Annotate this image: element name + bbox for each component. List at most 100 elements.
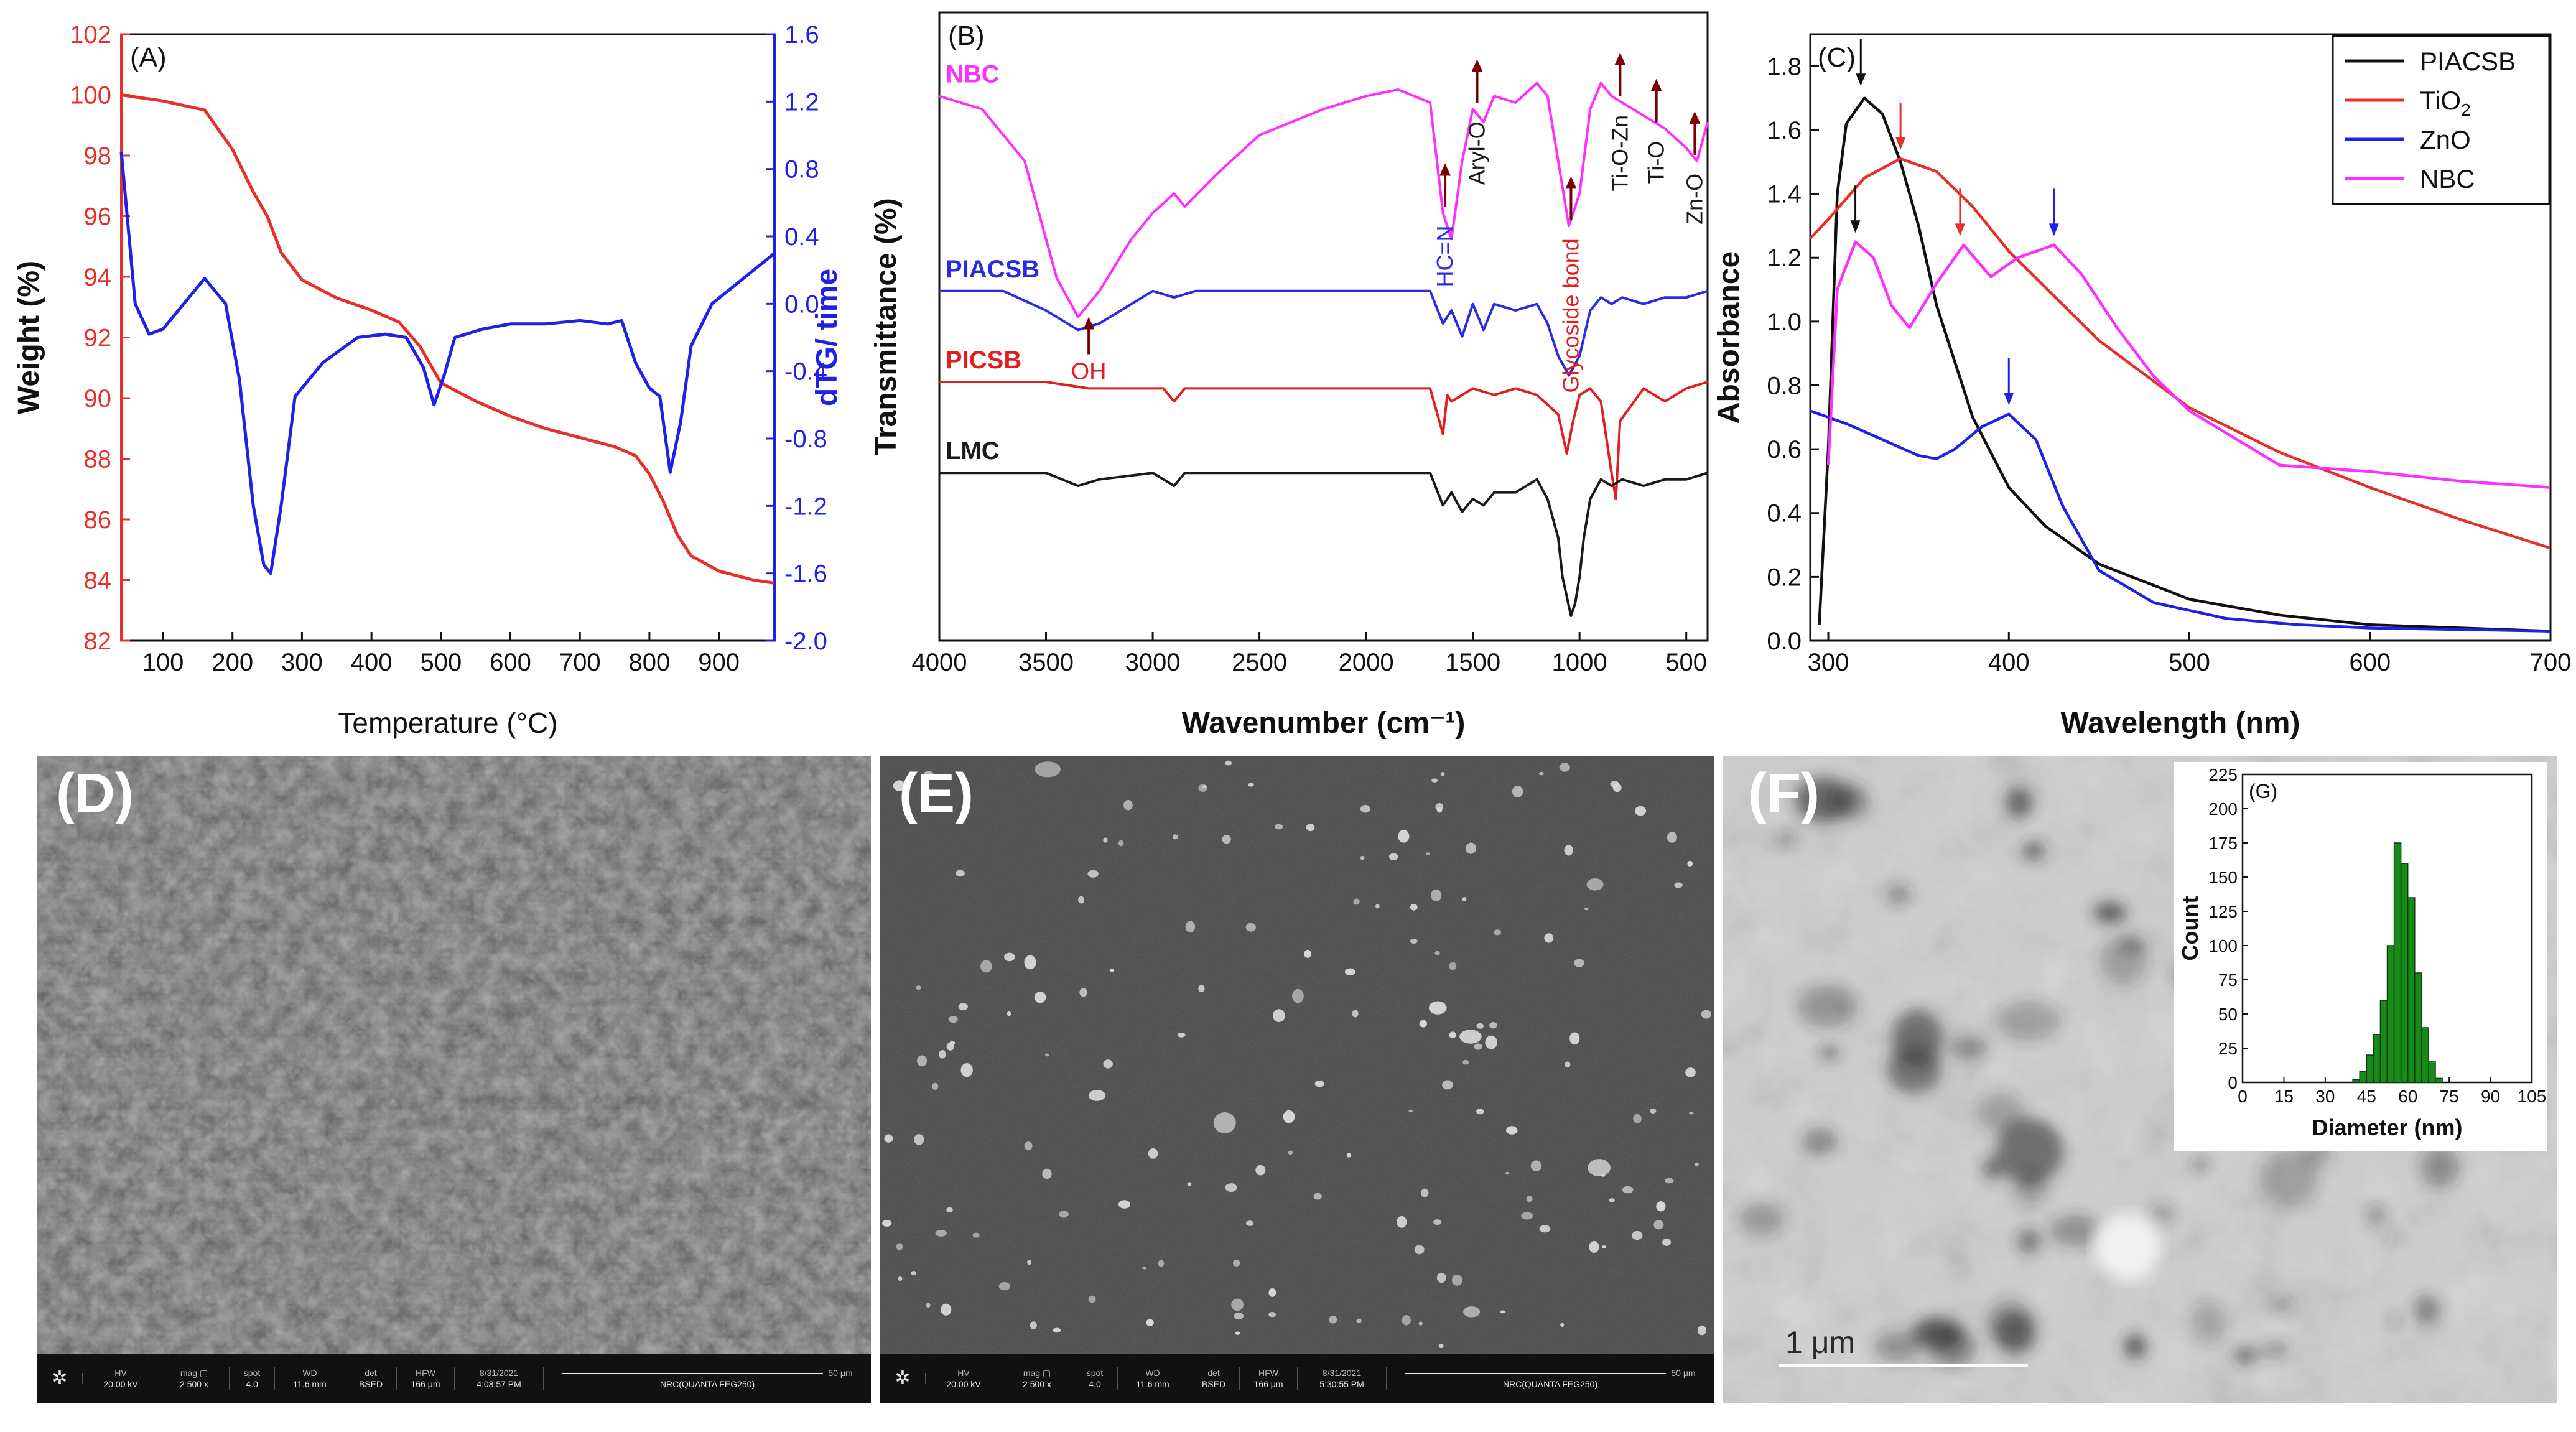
- aggregate: [1828, 784, 1870, 819]
- particle: [1428, 1001, 1447, 1015]
- sem-logo-icon: ✲: [37, 1369, 83, 1388]
- particle: [1268, 1312, 1276, 1318]
- scale-cell: 50 μm NRC(QUANTA FEG250): [1387, 1367, 1714, 1390]
- det-cell: det BSED: [345, 1367, 397, 1390]
- series-label-piacsb: PIACSB: [946, 256, 1039, 283]
- sem-texture-e: [880, 756, 1714, 1354]
- y2-tick-label: 1.2: [784, 88, 819, 116]
- particle: [1418, 1321, 1423, 1326]
- plot-frame: [938, 11, 1709, 642]
- particle: [1059, 1211, 1069, 1218]
- particle: [1463, 1306, 1481, 1318]
- panel-label-g: (G): [2249, 780, 2277, 802]
- particle: [1462, 897, 1467, 901]
- particle: [898, 1276, 903, 1281]
- sem-texture-d: [37, 756, 871, 1354]
- histogram-bar: [2393, 842, 2402, 1083]
- mag-cell: mag ▢ 2 500 x: [1002, 1367, 1072, 1390]
- panel-label-f: (F): [1748, 763, 1820, 825]
- particle: [1494, 929, 1502, 936]
- plot-frame: [120, 33, 776, 642]
- y-tick-label: 96: [84, 203, 112, 231]
- particle: [1622, 1186, 1634, 1194]
- y-axis-label: Transmittance (%): [870, 198, 903, 455]
- mag-cell: mag ▢ 2 500 x: [159, 1367, 230, 1390]
- aggregate: [1977, 1092, 2025, 1134]
- x-tick-label: 400: [351, 649, 393, 676]
- x-tick-label: 60: [2398, 1087, 2417, 1106]
- dtg-curve: [119, 152, 776, 575]
- particle: [1530, 1160, 1542, 1171]
- y-tick-label: 100: [2208, 936, 2238, 955]
- particle: [1694, 1162, 1699, 1166]
- particle: [1123, 799, 1133, 811]
- particle: [1007, 1011, 1011, 1016]
- aggregate: [1874, 1331, 1919, 1362]
- plot-frame: [1809, 33, 2552, 642]
- y-tick-label: 100: [70, 82, 111, 109]
- particle: [1414, 1245, 1425, 1255]
- spectrum-lmc: [939, 472, 1708, 617]
- x-axis-label: Temperature (°C): [338, 707, 557, 739]
- y-tick-label: 82: [84, 628, 112, 655]
- y2-axis-label: dTG/ time: [811, 269, 844, 406]
- particle: [1588, 1159, 1611, 1177]
- inset-background: [2174, 762, 2547, 1151]
- y-tick-label: 1.4: [1767, 181, 1802, 208]
- aggregate: [2099, 936, 2146, 987]
- particle: [1438, 1344, 1444, 1349]
- particle: [1521, 1212, 1533, 1220]
- particle: [1489, 1022, 1497, 1029]
- particle: [1172, 834, 1178, 840]
- histogram-bar: [2366, 1054, 2374, 1083]
- particle: [1505, 1172, 1510, 1175]
- y-tick-label: 84: [84, 567, 112, 595]
- particle: [1245, 923, 1256, 932]
- particle: [1564, 845, 1573, 856]
- aggregate: [1820, 1047, 1840, 1058]
- x-tick-label: 2000: [1339, 649, 1394, 676]
- y2-tick-label: -0.4: [784, 358, 827, 386]
- legend-label: ZnO: [2420, 125, 2471, 154]
- y-tick-label: 90: [84, 385, 112, 412]
- y-tick-label: 1.2: [1767, 244, 1802, 272]
- aggregate: [2259, 1150, 2318, 1207]
- particle: [932, 1082, 939, 1090]
- particle: [1544, 933, 1554, 943]
- particle: [1103, 1059, 1113, 1069]
- aggregate: [2006, 786, 2033, 819]
- particle: [1538, 771, 1544, 776]
- hv-cell: HV 20.00 kV: [926, 1367, 1002, 1390]
- particle: [1449, 962, 1457, 970]
- particle: [1185, 921, 1196, 933]
- aggregate: [2023, 842, 2044, 860]
- y2-tick-label: -0.8: [784, 425, 827, 453]
- tem-image-f: 1 μm (F): [1723, 756, 2557, 1403]
- particles-e: [882, 760, 1711, 1349]
- particle: [1436, 1272, 1446, 1283]
- particle: [1451, 1275, 1462, 1286]
- aggregate: [1983, 1158, 2002, 1179]
- particle: [1202, 784, 1207, 789]
- sem-image-d: (D) ✲ HV 20.00 kV mag ▢ 2 500 x spot 4.0 WD…: [37, 756, 871, 1403]
- scale-label: 50 μm: [1671, 1368, 1696, 1378]
- x-tick-label: 600: [2349, 649, 2391, 676]
- particle: [1633, 1114, 1642, 1123]
- x-tick-label: 300: [281, 649, 323, 676]
- x-tick-label: 3500: [1018, 649, 1074, 676]
- particle: [1601, 1245, 1607, 1248]
- particle: [1231, 1298, 1244, 1311]
- instrument-label: NRC(QUANTA FEG250): [1502, 1379, 1598, 1389]
- particle: [1685, 1067, 1696, 1077]
- y-tick-label: 0.4: [1767, 500, 1802, 528]
- uvvis-nbc: [1826, 240, 2551, 489]
- peak-arrowhead: [1955, 223, 1965, 236]
- particle: [1512, 785, 1523, 798]
- y-tick-label: 0: [2228, 1073, 2238, 1092]
- particle: [1476, 1109, 1484, 1115]
- histogram-bar: [2352, 1079, 2360, 1083]
- x-tick-label: 500: [1665, 649, 1707, 676]
- particle: [980, 960, 992, 973]
- y-tick-label: 0.6: [1767, 436, 1802, 463]
- particle: [1313, 1193, 1322, 1200]
